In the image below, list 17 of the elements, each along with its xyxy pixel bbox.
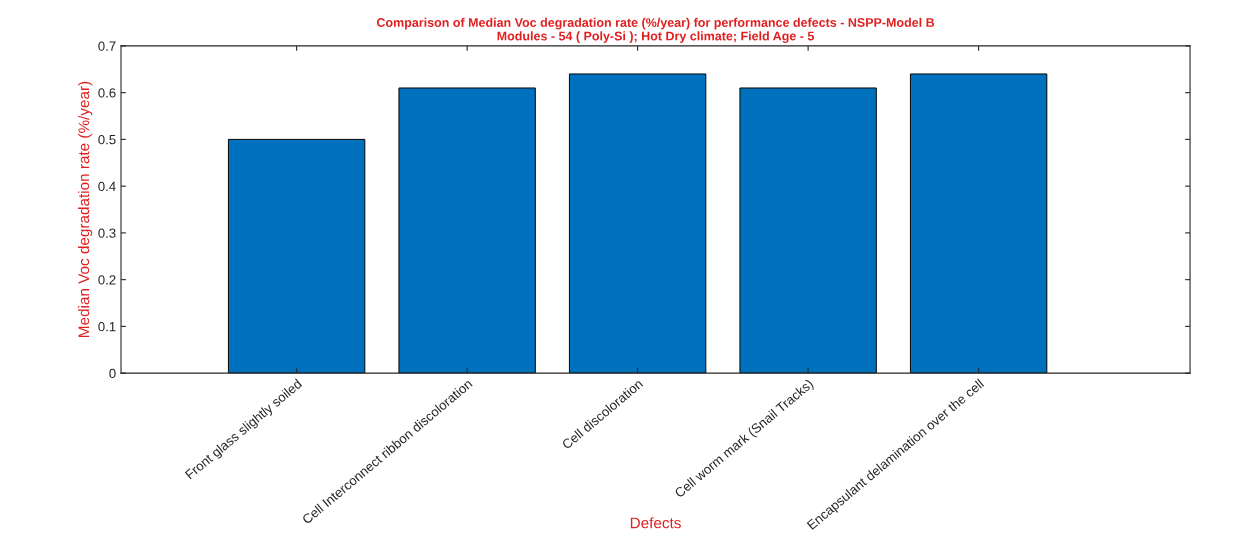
y-tick-label: 0.2 — [98, 275, 116, 285]
y-tick-label: 0 — [109, 368, 116, 379]
y-tick-label: 0.6 — [98, 88, 116, 98]
bar — [568, 73, 707, 374]
y-tick-label: 0.3 — [98, 228, 116, 238]
bar — [739, 87, 877, 374]
chart-title: Comparison of Median Voc degradation rate (%/year) for performance defects - NSPP-Model B — [376, 17, 935, 30]
y-tick-label: 0.1 — [98, 321, 116, 332]
chart-subtitle: Modules - 54 ( Poly-Si ); Hot Dry climate; Field Age - 5 — [497, 31, 815, 43]
bar — [398, 87, 536, 374]
y-tick-label: 0.7 — [98, 41, 116, 51]
y-tick-label: 0.5 — [98, 134, 116, 145]
bar — [909, 73, 1048, 374]
bar — [227, 138, 366, 374]
x-axis-title: Defects — [630, 517, 681, 529]
y-tick-label: 0.4 — [98, 181, 116, 192]
y-axis-title: Median Voc degradation rate (%/year) — [78, 81, 93, 337]
